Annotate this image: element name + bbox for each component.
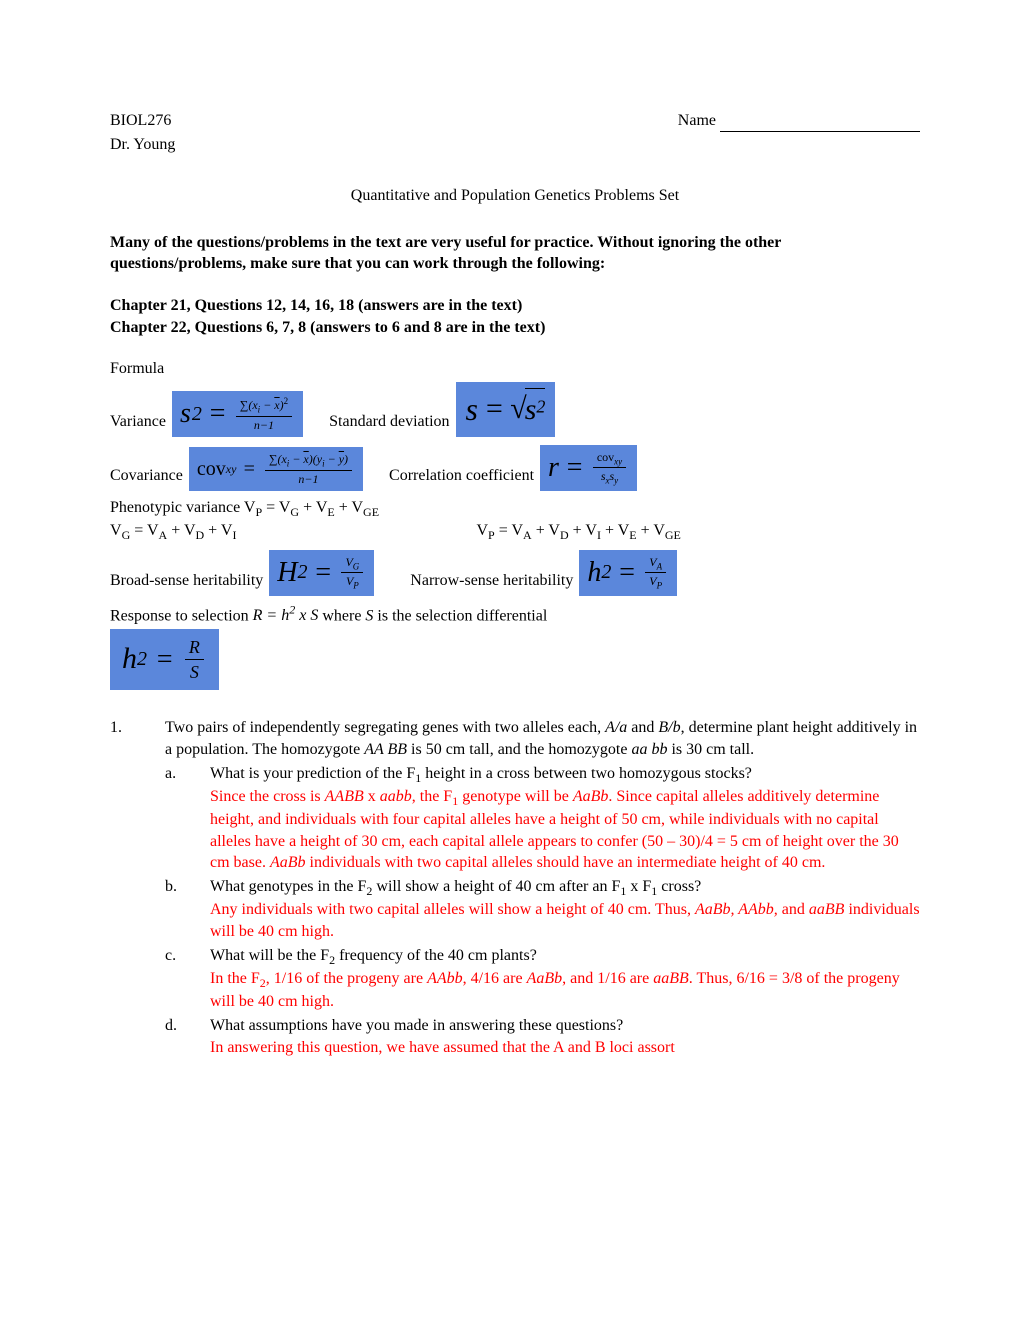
- q1-number: 1.: [110, 717, 165, 1058]
- q1-b-answer: Any individuals with two capital alleles…: [210, 899, 920, 942]
- q1-c-answer: In the F2, 1/16 of the progeny are AAbb,…: [210, 968, 920, 1013]
- variance-formula: s2 = ∑(xi − x)2 n−1: [172, 391, 303, 437]
- page-title: Quantitative and Population Genetics Pro…: [110, 185, 920, 207]
- broad-h-formula: H2 = VG VP: [269, 550, 374, 596]
- formula-heading: Formula: [110, 358, 920, 380]
- q1-d: d. What assumptions have you made in ans…: [165, 1015, 920, 1058]
- vg-equation: VG = VA + VD + VI: [110, 520, 236, 543]
- h2-rs-formula: h2 = R S: [110, 629, 219, 691]
- covariance-row: Covariance covxy = ∑(xi − x)(yi − y) n−1…: [110, 443, 920, 493]
- intro-paragraph: Many of the questions/problems in the te…: [110, 232, 920, 275]
- h2-rs-row: h2 = R S: [110, 627, 920, 693]
- instructor: Dr. Young: [110, 134, 920, 156]
- broad-h-label: Broad-sense heritability: [110, 570, 263, 598]
- q1-b: b. What genotypes in the F2 will show a …: [165, 876, 920, 943]
- narrow-h-formula: h2 = VA VP: [579, 550, 677, 596]
- covariance-formula: covxy = ∑(xi − x)(yi − y) n−1: [189, 447, 363, 491]
- heritability-row: Broad-sense heritability H2 = VG VP Narr…: [110, 548, 920, 598]
- name-field: Name: [678, 110, 920, 132]
- chapter-line-2: Chapter 22, Questions 6, 7, 8 (answers t…: [110, 317, 920, 339]
- q1-d-answer: In answering this question, we have assu…: [210, 1037, 920, 1059]
- chapter-line-1: Chapter 21, Questions 12, 14, 16, 18 (an…: [110, 295, 920, 317]
- corr-formula: r = covxy sxsy: [540, 445, 637, 491]
- stddev-label: Standard deviation: [329, 411, 449, 439]
- variance-row: Variance s2 = ∑(xi − x)2 n−1 Standard de…: [110, 380, 920, 439]
- vp-equation: VP = VA + VD + VI + VE + VGE: [476, 520, 680, 543]
- phenotypic-variance-eq: Phenotypic variance VP = VG + VE + VGE: [110, 497, 920, 520]
- covariance-label: Covariance: [110, 465, 183, 493]
- q1-c: c. What will be the F2 frequency of the …: [165, 945, 920, 1013]
- variance-label: Variance: [110, 411, 166, 439]
- header-row: BIOL276 Name: [110, 110, 920, 132]
- stddev-formula: s = √s2: [456, 382, 556, 437]
- q1-a-answer: Since the cross is AABB x aabb, the F1 g…: [210, 786, 920, 874]
- document-page: BIOL276 Name Dr. Young Quantitative and …: [0, 0, 1020, 1122]
- question-1: 1. Two pairs of independently segregatin…: [110, 717, 920, 1058]
- q1-body: Two pairs of independently segregating g…: [165, 717, 920, 1058]
- narrow-h-label: Narrow-sense heritability: [410, 570, 573, 598]
- vg-vp-row: VG = VA + VD + VI VP = VA + VD + VI + VE…: [110, 520, 920, 543]
- response-selection: Response to selection R = h2 x S where S…: [110, 602, 920, 627]
- corr-label: Correlation coefficient: [389, 465, 534, 493]
- q1-a: a. What is your prediction of the F1 hei…: [165, 763, 920, 875]
- course-code: BIOL276: [110, 110, 171, 132]
- question-list: 1. Two pairs of independently segregatin…: [110, 717, 920, 1058]
